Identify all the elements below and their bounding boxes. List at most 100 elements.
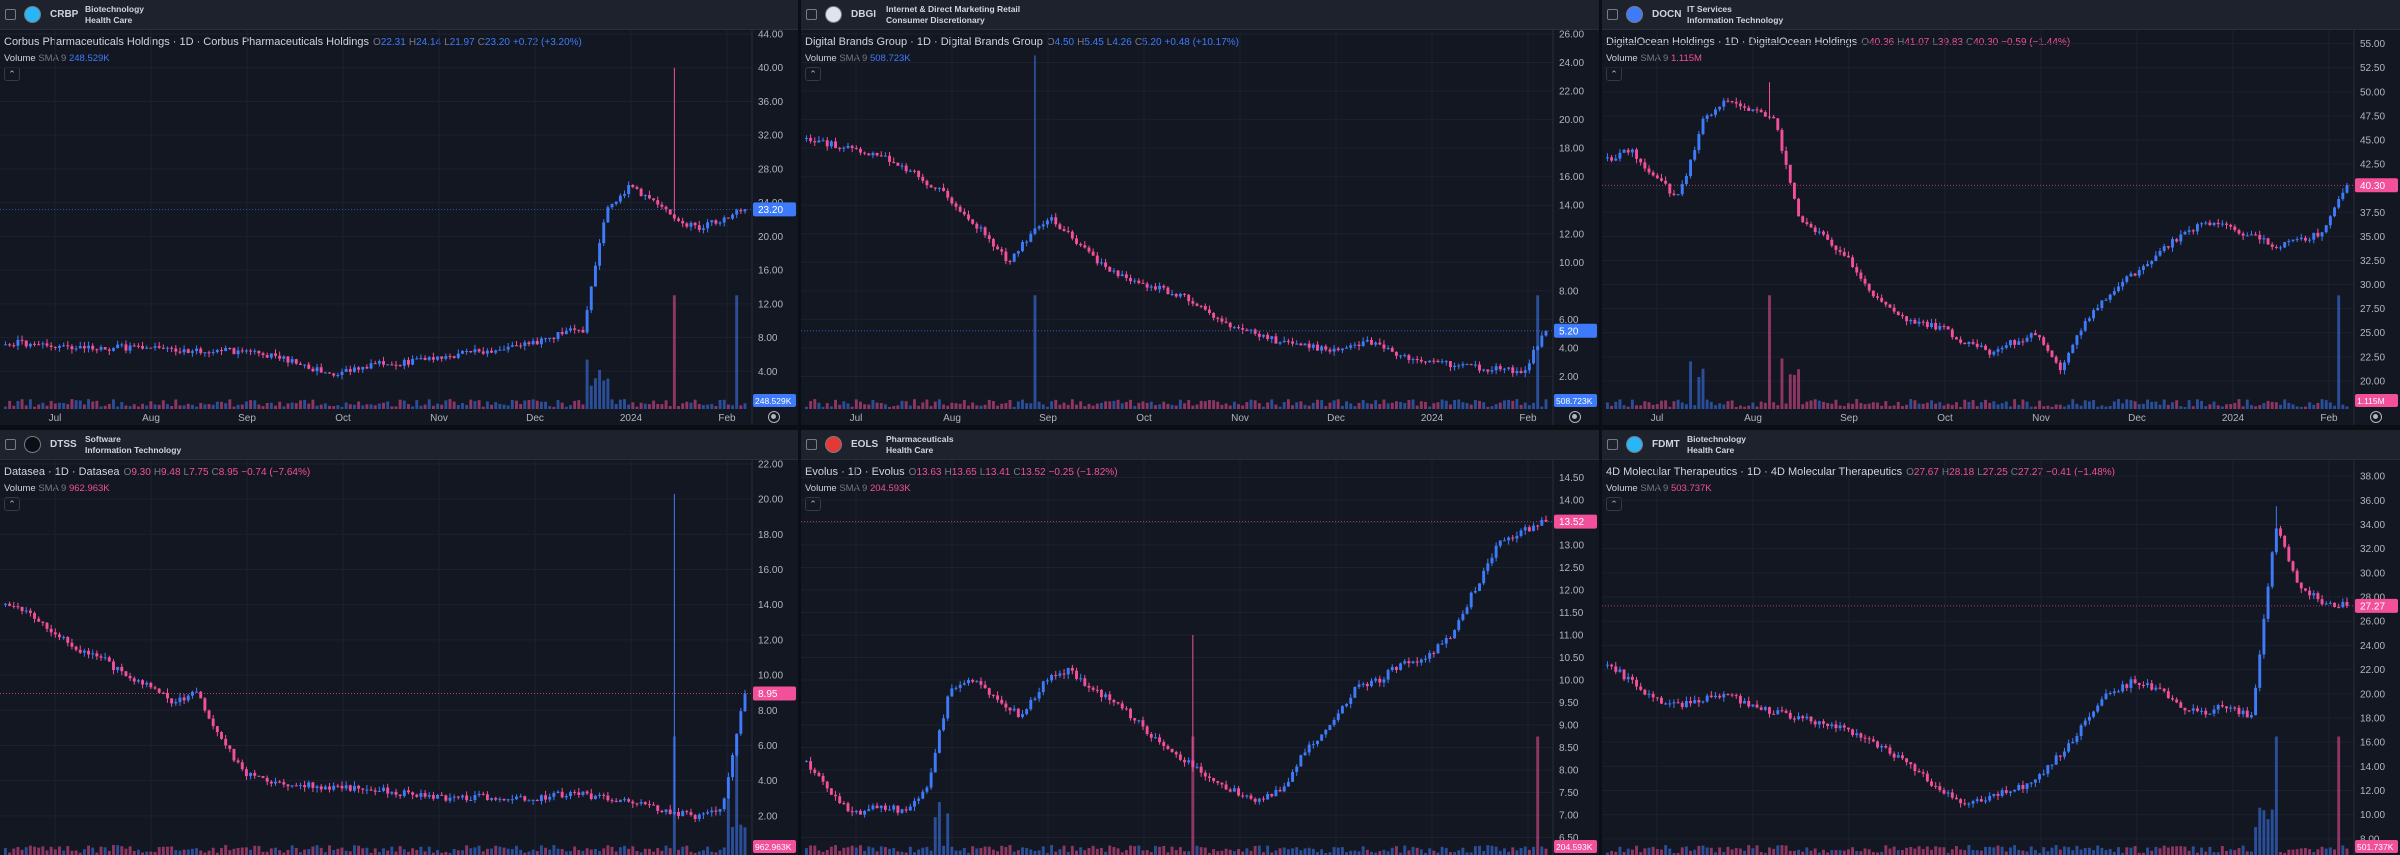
price-chart[interactable]: 55.0052.5050.0047.5045.0042.5040.0037.50… [1602, 30, 2400, 425]
candle-body [1639, 158, 1643, 163]
candle-body [1137, 720, 1141, 722]
settings-gear-icon[interactable] [2370, 411, 2382, 423]
collapse-legend-button[interactable]: ⌃ [1606, 497, 1622, 511]
volume-bar [1950, 849, 1954, 855]
volume-bar [1262, 406, 1265, 409]
select-checkbox[interactable] [806, 9, 817, 20]
candle-body [1457, 365, 1461, 367]
volume-bar [1701, 368, 1705, 409]
chart-panel-dtss[interactable]: DTSS Software Information Technology Datase… [0, 430, 798, 855]
candle-body [1237, 327, 1240, 329]
ticker-symbol[interactable]: CRBP [50, 9, 79, 20]
price-chart[interactable]: 22.0020.0018.0016.0014.0012.0010.008.006… [0, 460, 798, 855]
candle-body [1407, 661, 1411, 664]
candle-body [211, 718, 215, 727]
select-checkbox[interactable] [806, 439, 817, 450]
volume-bar [1942, 847, 1946, 855]
ticker-symbol[interactable]: FDMT [1652, 439, 1680, 450]
candle-body [1241, 795, 1245, 797]
candle-body [1747, 107, 1751, 111]
volume-bar [461, 850, 464, 855]
volume-bar [112, 399, 115, 409]
candles [1606, 506, 2349, 808]
volume-bar [1930, 400, 1933, 409]
select-checkbox[interactable] [1607, 439, 1618, 450]
volume-bar [1390, 847, 1394, 855]
collapse-legend-button[interactable]: ⌃ [805, 67, 821, 81]
candle-body [1000, 249, 1004, 252]
chart-panel-fdmt[interactable]: FDMT Biotechnology Health Care 4D Molecular… [1602, 430, 2400, 855]
volume-bar [473, 847, 477, 855]
volume-bar [1676, 852, 1680, 855]
volume-bar [1087, 403, 1091, 409]
symbol-legend: Corbus Pharmaceuticals Holdings · 1D · C… [4, 36, 585, 48]
candle-body [904, 809, 908, 811]
volume-bar [2108, 849, 2112, 855]
volume-bar [1680, 402, 1684, 409]
candle-body [610, 203, 614, 208]
volume-bar [929, 406, 933, 409]
volume-bar [332, 849, 336, 855]
volume-bar [352, 404, 356, 409]
volume-bar [863, 850, 867, 855]
volume-bar [1502, 400, 1506, 409]
candle-body [1149, 286, 1153, 288]
volume-bar [1482, 850, 1486, 855]
volume-bar [1511, 847, 1515, 855]
volume-bar [677, 406, 680, 409]
ticker-symbol[interactable]: EOLS [851, 439, 879, 450]
candle-body [1158, 285, 1162, 290]
volume-bar [1336, 847, 1340, 855]
candle-body [2050, 764, 2054, 766]
candle-body [1345, 347, 1349, 349]
ticker-symbol[interactable]: DOCN [1652, 9, 1682, 20]
volume-bar [875, 851, 879, 855]
candle-body [2229, 707, 2233, 709]
select-checkbox[interactable] [5, 439, 16, 450]
price-chart[interactable]: 38.0036.0034.0032.0030.0028.0026.0024.00… [1602, 460, 2400, 855]
settings-gear-icon[interactable] [768, 411, 780, 423]
chart-panel-docn[interactable]: DOCN IT Services Information Technology Dig… [1602, 0, 2400, 425]
price-tick-label: 30.00 [2360, 568, 2385, 579]
candle-body [1469, 592, 1473, 608]
volume-bar [1817, 400, 1821, 409]
volume-bar [1469, 852, 1473, 855]
select-checkbox[interactable] [5, 9, 16, 20]
candle-body [1954, 337, 1958, 340]
volume-bar [357, 845, 361, 855]
ticker-symbol[interactable]: DBGI [851, 9, 876, 20]
chart-panel-crbp[interactable]: CRBP Biotechnology Health Care Corbus Pharm… [0, 0, 798, 425]
candle-body [908, 806, 912, 811]
candle-body [1772, 713, 1776, 715]
collapse-legend-button[interactable]: ⌃ [4, 497, 20, 511]
candle-body [1174, 293, 1178, 297]
price-chart[interactable]: 14.5014.0013.5013.0012.5012.0011.5011.00… [801, 460, 1599, 855]
volume-bar [1328, 852, 1332, 855]
price-chart[interactable]: 44.0040.0036.0032.0028.0024.0020.0016.00… [0, 30, 798, 425]
chart-panel-dbgi[interactable]: DBGI Internet & Direct Marketing Retail Co… [801, 0, 1599, 425]
candle-body [1361, 683, 1365, 685]
candle-body [1639, 686, 1643, 690]
volume-bar [1104, 851, 1108, 855]
collapse-legend-button[interactable]: ⌃ [805, 497, 821, 511]
settings-gear-icon[interactable] [1569, 411, 1581, 423]
price-chart[interactable]: 26.0024.0022.0020.0018.0016.0014.0012.00… [801, 30, 1599, 425]
volume-bar [1303, 404, 1307, 409]
candle-body [569, 328, 572, 331]
last-price-badge [2355, 178, 2398, 193]
select-checkbox[interactable] [1607, 9, 1618, 20]
volume-bar [498, 403, 502, 409]
volume-bar [1822, 401, 1825, 409]
candle-body [1415, 661, 1419, 663]
candle-body [1523, 370, 1527, 373]
ticker-symbol[interactable]: DTSS [50, 439, 77, 450]
candle-body [854, 810, 858, 813]
volume-bar [37, 404, 41, 409]
candle-body [1855, 733, 1859, 736]
company-logo-icon [24, 6, 41, 23]
candle-body [1834, 724, 1838, 729]
candle-body [1162, 285, 1166, 288]
chart-panel-eols[interactable]: EOLS Pharmaceuticals Health Care Evolus · 1… [801, 430, 1599, 855]
candle-body [1058, 224, 1062, 230]
candle-body [1340, 348, 1344, 351]
